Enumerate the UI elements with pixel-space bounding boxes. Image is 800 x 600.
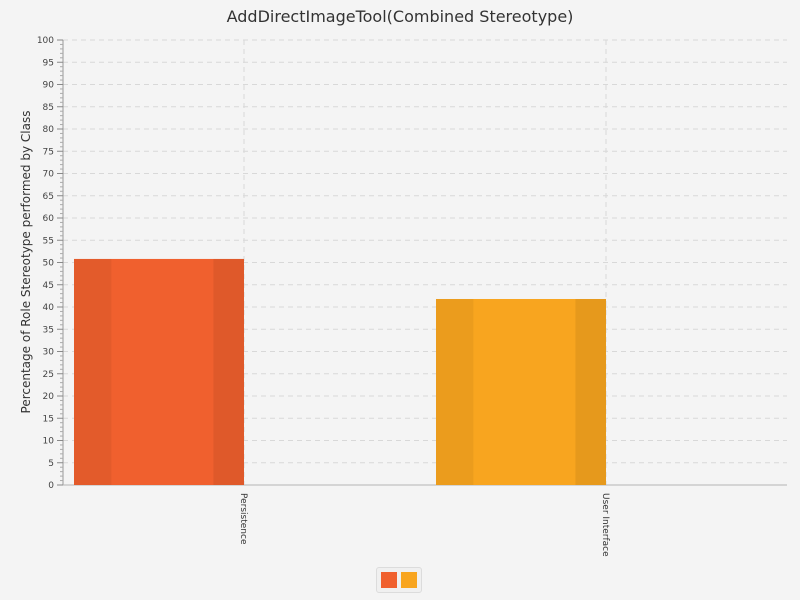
y-tick-label: 0 — [48, 481, 54, 491]
y-tick-label: 55 — [43, 236, 54, 246]
y-tick-label: 95 — [43, 58, 54, 68]
y-tick-label: 90 — [43, 81, 55, 91]
bar-shade-right — [213, 258, 244, 485]
y-tick-label: 75 — [43, 147, 54, 157]
legend-swatch-persistence — [381, 572, 397, 588]
y-tick-label: 100 — [37, 36, 54, 46]
bar-shade-left — [436, 298, 474, 485]
y-tick-label: 25 — [43, 370, 54, 380]
y-tick-label: 80 — [43, 125, 55, 135]
y-tick-label: 60 — [43, 214, 55, 224]
y-tick-label: 5 — [48, 459, 54, 469]
chart-title: AddDirectImageTool(Combined Stereotype) — [226, 7, 574, 26]
legend-swatch-user-interface — [401, 572, 417, 588]
bar-persistence — [74, 258, 244, 485]
y-tick-label: 30 — [43, 348, 55, 358]
y-tick-label: 20 — [43, 392, 55, 402]
y-tick-label: 70 — [43, 170, 55, 180]
y-tick-label: 15 — [43, 414, 54, 424]
x-category-label: User Interface — [600, 493, 610, 557]
x-category-label: Persistence — [238, 493, 248, 545]
bar-shade-right — [575, 298, 606, 485]
y-tick-label: 35 — [43, 325, 54, 335]
y-tick-label: 10 — [43, 437, 55, 447]
bar-shade-left — [74, 258, 112, 485]
y-tick-label: 40 — [43, 303, 55, 313]
legend — [376, 567, 422, 593]
bar-user-interface — [436, 298, 606, 485]
y-tick-label: 65 — [43, 192, 54, 202]
y-tick-label: 85 — [43, 103, 54, 113]
y-tick-label: 50 — [43, 259, 55, 269]
y-tick-label: 45 — [43, 281, 54, 291]
